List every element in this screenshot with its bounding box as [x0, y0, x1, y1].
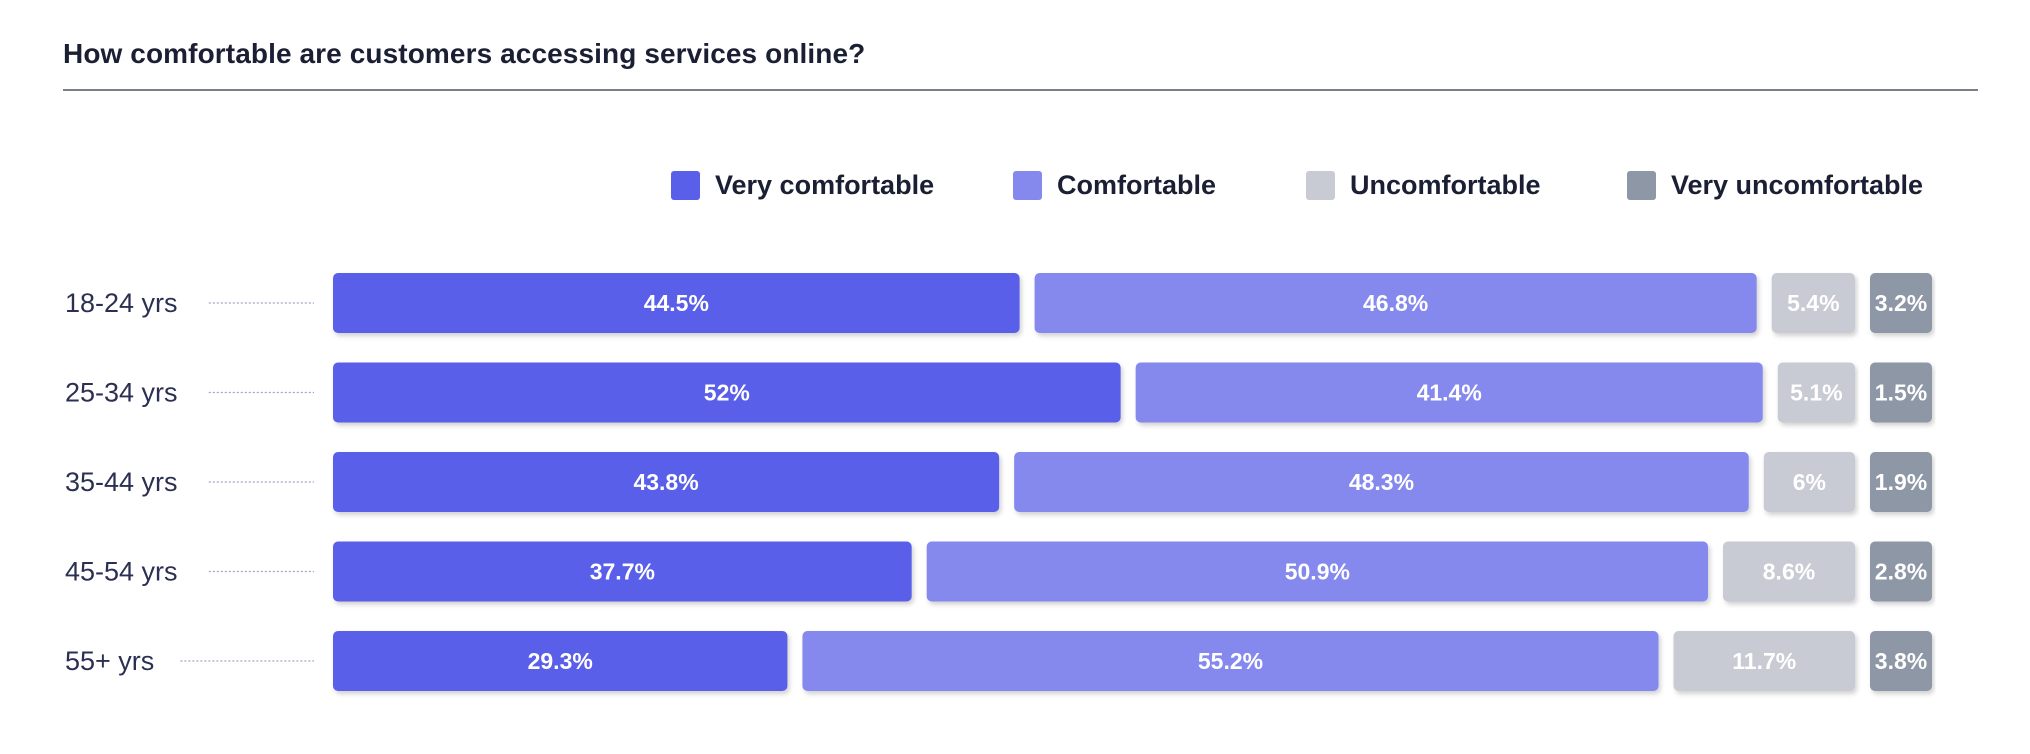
bar-value-label: 29.3%: [528, 648, 593, 674]
bar-segment-very-uncomfortable: [1870, 631, 1932, 691]
bar-segment-very-uncomfortable: [1870, 362, 1932, 423]
bar-segment-very-comfortable: [333, 362, 1121, 423]
legend-label: Very uncomfortable: [1671, 170, 1924, 200]
bar-value-label: 1.9%: [1875, 469, 1927, 495]
bar-segment-very-comfortable: [333, 452, 1000, 512]
legend-label: Uncomfortable: [1350, 170, 1541, 200]
legend-swatch-uncomfortable: [1306, 171, 1335, 200]
bar-value-label: 55.2%: [1198, 648, 1263, 674]
bar-value-label: 48.3%: [1349, 469, 1414, 495]
bar-segment-very-comfortable: [333, 273, 1020, 333]
bar-segment-comfortable: [1034, 273, 1757, 333]
bar-value-label: 41.4%: [1417, 380, 1482, 406]
bar-segment-comfortable: [1135, 362, 1763, 423]
bar-value-label: 46.8%: [1363, 290, 1428, 316]
legend-swatch-very-comfortable: [671, 171, 700, 200]
bar-value-label: 50.9%: [1285, 559, 1350, 585]
bar-value-label: 52%: [704, 380, 750, 406]
legend-item-uncomfortable: Uncomfortable: [1306, 170, 1541, 201]
bar-segment-uncomfortable: [1763, 452, 1855, 512]
bar-segment-comfortable: [1014, 452, 1749, 512]
legend-swatch-very-uncomfortable: [1627, 171, 1656, 200]
bar-value-label: 43.8%: [633, 469, 698, 495]
legend-item-very-comfortable: Very comfortable: [671, 170, 934, 201]
bar-value-label: 1.5%: [1875, 380, 1927, 406]
bar-segment-uncomfortable: [1777, 362, 1855, 423]
bar-value-label: 5.1%: [1790, 380, 1842, 406]
bar-row: 25-34 yrs 52% 41.4% 5.1% 1.5%: [65, 362, 1932, 423]
row-label: 25-34 yrs: [65, 378, 178, 408]
bar-value-label: 3.2%: [1875, 290, 1927, 316]
bar-value-label: 5.4%: [1787, 290, 1839, 316]
chart-rows: 18-24 yrs 44.5% 46.8% 5.4% 3.2% 25-34 yrs 52% 4…: [65, 273, 1932, 691]
row-label: 35-44 yrs: [65, 467, 178, 497]
legend-item-comfortable: Comfortable: [1013, 170, 1216, 201]
bar-value-label: 6%: [1793, 469, 1826, 495]
bar-segment-comfortable: [926, 541, 1708, 602]
bar-value-label: 3.8%: [1875, 648, 1927, 674]
legend-label: Very comfortable: [715, 170, 935, 200]
bar-segment-very-uncomfortable: [1870, 273, 1932, 333]
bar-segment-very-uncomfortable: [1870, 452, 1932, 512]
bar-value-label: 8.6%: [1763, 559, 1815, 585]
bar-value-label: 2.8%: [1875, 559, 1927, 585]
bar-row: 45-54 yrs 37.7% 50.9% 8.6% 2.8%: [65, 541, 1932, 602]
chart-title: How comfortable are customers accessing …: [63, 38, 866, 69]
row-label: 18-24 yrs: [65, 288, 178, 318]
bar-value-label: 44.5%: [644, 290, 709, 316]
bar-row: 18-24 yrs 44.5% 46.8% 5.4% 3.2%: [65, 273, 1932, 333]
bar-segment-very-comfortable: [333, 631, 788, 691]
bar-row: 35-44 yrs 43.8% 48.3% 6% 1.9%: [65, 452, 1932, 512]
bar-segment-uncomfortable: [1771, 273, 1855, 333]
legend-label: Comfortable: [1057, 170, 1217, 200]
bar-segment-uncomfortable: [1673, 631, 1855, 691]
bar-segment-very-uncomfortable: [1870, 541, 1932, 602]
bar-segment-very-comfortable: [333, 541, 912, 602]
bar-value-label: 11.7%: [1732, 648, 1796, 674]
row-label: 45-54 yrs: [65, 557, 178, 587]
row-label: 55+ yrs: [65, 646, 154, 676]
legend-item-very-uncomfortable: Very uncomfortable: [1627, 170, 1923, 201]
title-divider: [63, 89, 1978, 91]
legend-swatch-comfortable: [1013, 171, 1042, 200]
bar-segment-comfortable: [802, 631, 1659, 691]
bar-value-label: 37.7%: [590, 559, 655, 585]
bar-segment-uncomfortable: [1722, 541, 1855, 602]
bar-row: 55+ yrs 29.3% 55.2% 11.7% 3.8%: [65, 631, 1932, 691]
